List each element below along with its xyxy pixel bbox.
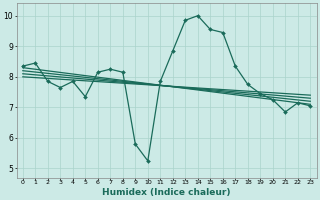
X-axis label: Humidex (Indice chaleur): Humidex (Indice chaleur) (102, 188, 231, 197)
